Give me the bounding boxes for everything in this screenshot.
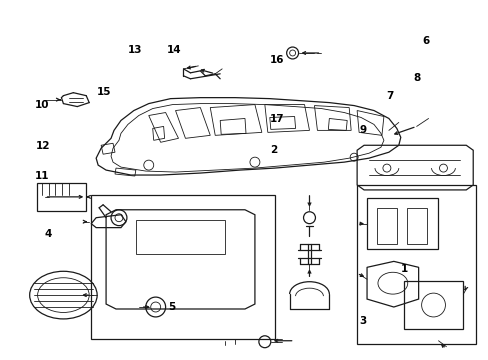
Text: 13: 13 — [128, 45, 142, 55]
Text: 11: 11 — [34, 171, 49, 181]
Text: 8: 8 — [412, 73, 420, 83]
Text: 12: 12 — [36, 141, 50, 151]
Text: 7: 7 — [386, 91, 393, 101]
Bar — [136, 220, 224, 255]
Text: 3: 3 — [359, 316, 366, 326]
Text: 4: 4 — [44, 229, 52, 239]
Bar — [406, 208, 426, 243]
Bar — [376, 208, 396, 243]
Bar — [356, 185, 475, 344]
Text: 9: 9 — [359, 125, 366, 135]
Bar — [91, 195, 274, 339]
Text: 2: 2 — [269, 145, 277, 155]
Text: 15: 15 — [96, 87, 111, 98]
Text: 16: 16 — [270, 55, 284, 65]
Text: 14: 14 — [166, 45, 181, 55]
Bar — [366, 198, 438, 249]
Text: 5: 5 — [168, 302, 175, 312]
Text: 6: 6 — [422, 36, 429, 46]
Bar — [403, 281, 462, 329]
Text: 1: 1 — [400, 264, 407, 274]
Bar — [37, 183, 86, 211]
Text: 10: 10 — [34, 100, 49, 110]
Text: 17: 17 — [270, 114, 284, 124]
